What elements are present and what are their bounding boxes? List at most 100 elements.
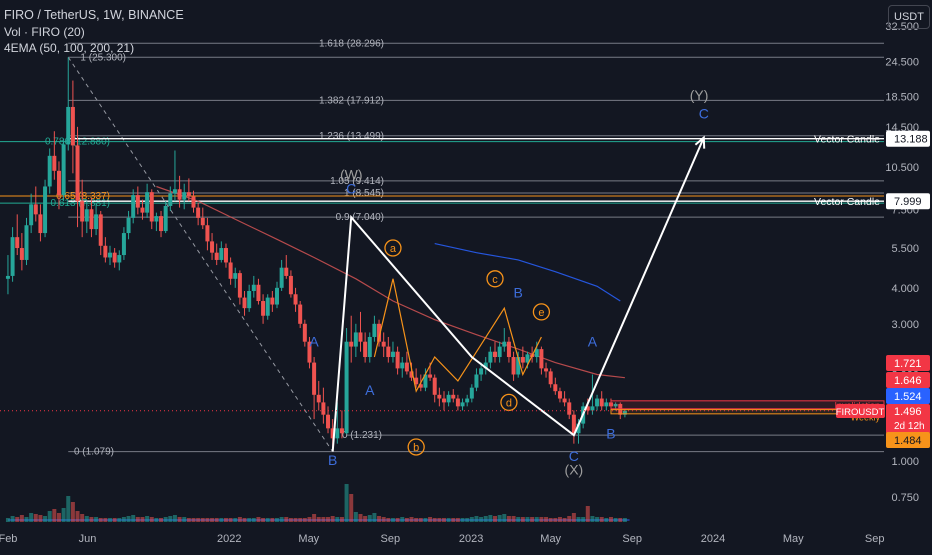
candle-body[interactable] bbox=[56, 170, 61, 196]
candle-body[interactable] bbox=[205, 225, 210, 242]
candle-body[interactable] bbox=[613, 403, 618, 407]
candle-body[interactable] bbox=[455, 398, 460, 407]
currency-button[interactable]: USDT bbox=[888, 5, 930, 29]
volume-indicator-label[interactable]: Vol · FIRO (20) bbox=[4, 25, 85, 39]
candle-body[interactable] bbox=[497, 346, 502, 358]
candle-body[interactable] bbox=[437, 394, 442, 399]
candle-body[interactable] bbox=[200, 217, 205, 226]
candle-body[interactable] bbox=[19, 248, 24, 260]
candle-body[interactable] bbox=[321, 402, 326, 415]
candle-body[interactable] bbox=[228, 262, 233, 279]
candle-body[interactable] bbox=[349, 341, 354, 347]
candle-body[interactable] bbox=[223, 248, 228, 263]
candle-body[interactable] bbox=[479, 368, 484, 375]
candle-body[interactable] bbox=[274, 287, 279, 305]
candle-body[interactable] bbox=[409, 371, 414, 378]
candle-body[interactable] bbox=[576, 423, 581, 434]
candle-body[interactable] bbox=[488, 351, 493, 363]
candle-body[interactable] bbox=[149, 192, 154, 222]
candle-body[interactable] bbox=[131, 195, 136, 218]
candle-body[interactable] bbox=[140, 207, 145, 213]
candle-body[interactable] bbox=[33, 204, 38, 215]
ema-line[interactable] bbox=[156, 185, 625, 379]
candle-body[interactable] bbox=[47, 155, 52, 187]
candle-body[interactable] bbox=[441, 398, 446, 403]
candle-body[interactable] bbox=[428, 374, 433, 378]
candle-body[interactable] bbox=[270, 297, 275, 305]
candle-body[interactable] bbox=[604, 402, 609, 407]
candle-body[interactable] bbox=[251, 284, 256, 292]
candle-body[interactable] bbox=[279, 267, 284, 288]
candle-body[interactable] bbox=[196, 207, 201, 218]
candle-body[interactable] bbox=[168, 193, 173, 206]
candle-body[interactable] bbox=[145, 192, 150, 213]
candle-body[interactable] bbox=[544, 368, 549, 372]
candle-body[interactable] bbox=[307, 341, 312, 363]
candle-body[interactable] bbox=[493, 351, 498, 358]
candle-body[interactable] bbox=[43, 186, 48, 234]
candle-body[interactable] bbox=[29, 204, 34, 226]
candle-body[interactable] bbox=[335, 428, 340, 439]
candle-body[interactable] bbox=[358, 332, 363, 342]
triangle-wave-line[interactable] bbox=[373, 278, 542, 393]
candle-body[interactable] bbox=[70, 106, 75, 146]
candle-body[interactable] bbox=[75, 145, 80, 202]
candle-body[interactable] bbox=[177, 189, 182, 200]
candle-body[interactable] bbox=[418, 384, 423, 388]
candle-body[interactable] bbox=[534, 349, 539, 358]
candle-body[interactable] bbox=[465, 398, 470, 403]
candle-body[interactable] bbox=[163, 205, 168, 232]
ema-indicator-label[interactable]: 4EMA (50, 100, 200, 21) bbox=[4, 41, 135, 55]
price-tag[interactable] bbox=[886, 130, 930, 147]
candle-body[interactable] bbox=[108, 252, 113, 258]
candle-body[interactable] bbox=[126, 217, 131, 234]
candle-body[interactable] bbox=[302, 323, 307, 342]
candle-body[interactable] bbox=[256, 284, 261, 302]
candle-body[interactable] bbox=[511, 357, 516, 375]
candle-body[interactable] bbox=[237, 273, 242, 298]
candle-body[interactable] bbox=[414, 377, 419, 385]
price-tag[interactable] bbox=[886, 432, 930, 448]
candle-body[interactable] bbox=[10, 237, 15, 276]
candle-body[interactable] bbox=[38, 214, 43, 234]
candle-body[interactable] bbox=[312, 362, 317, 395]
candle-body[interactable] bbox=[344, 341, 349, 434]
candle-body[interactable] bbox=[316, 394, 321, 403]
candle-body[interactable] bbox=[66, 106, 71, 145]
candle-body[interactable] bbox=[567, 402, 572, 415]
candle-body[interactable] bbox=[599, 398, 604, 407]
candle-body[interactable] bbox=[404, 362, 409, 372]
candle-body[interactable] bbox=[89, 209, 94, 230]
candle-body[interactable] bbox=[595, 398, 600, 407]
candle-body[interactable] bbox=[117, 255, 122, 263]
candle-body[interactable] bbox=[516, 357, 521, 375]
candle-body[interactable] bbox=[553, 384, 558, 392]
candle-body[interactable] bbox=[261, 301, 266, 316]
elliott-wave-line[interactable] bbox=[331, 137, 705, 452]
candle-body[interactable] bbox=[103, 245, 108, 258]
candle-body[interactable] bbox=[182, 192, 187, 200]
candle-body[interactable] bbox=[186, 192, 191, 197]
candle-body[interactable] bbox=[84, 209, 89, 222]
candle-body[interactable] bbox=[159, 216, 164, 232]
candle-body[interactable] bbox=[61, 144, 66, 196]
candle-body[interactable] bbox=[590, 406, 595, 411]
candle-body[interactable] bbox=[432, 377, 437, 395]
price-tag[interactable] bbox=[886, 193, 930, 210]
candle-body[interactable] bbox=[483, 362, 488, 369]
candle-body[interactable] bbox=[154, 216, 159, 222]
fib-trend-dashed-line[interactable] bbox=[67, 56, 334, 452]
candle-body[interactable] bbox=[446, 394, 451, 403]
candle-body[interactable] bbox=[191, 196, 196, 208]
candle-body[interactable] bbox=[210, 241, 215, 253]
candle-body[interactable] bbox=[363, 341, 368, 358]
candle-body[interactable] bbox=[219, 248, 224, 260]
candle-body[interactable] bbox=[24, 225, 29, 260]
candle-body[interactable] bbox=[5, 275, 10, 279]
candle-body[interactable] bbox=[52, 155, 57, 171]
candle-body[interactable] bbox=[80, 201, 85, 222]
candle-body[interactable] bbox=[622, 410, 627, 415]
ema-line[interactable] bbox=[434, 243, 621, 302]
